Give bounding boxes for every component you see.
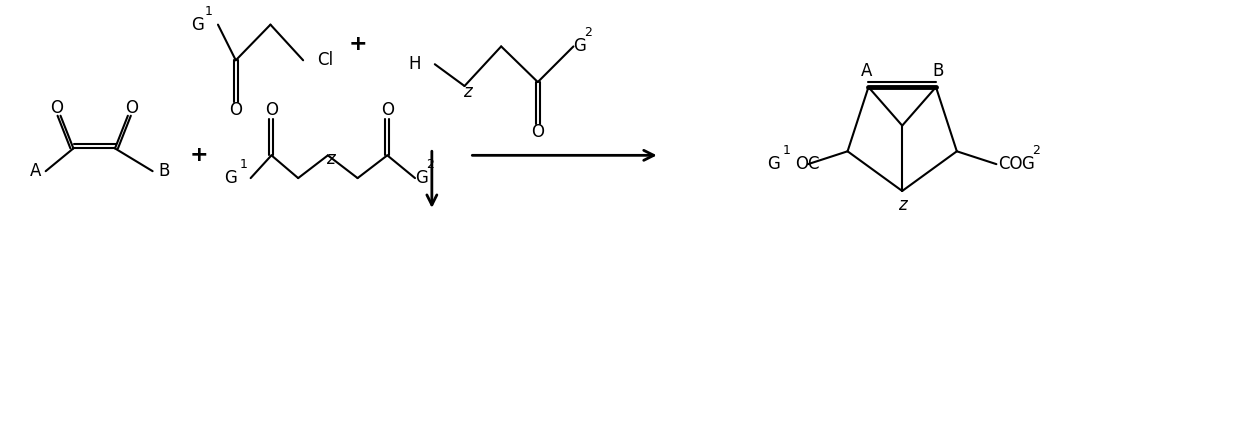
Text: B: B [932, 62, 944, 80]
Text: O: O [125, 99, 139, 117]
Text: 1: 1 [206, 5, 213, 18]
Text: B: B [159, 162, 170, 180]
Text: G: G [224, 169, 237, 187]
Text: G: G [767, 155, 781, 173]
Text: O: O [229, 101, 243, 119]
Text: O: O [380, 101, 394, 119]
Text: G: G [191, 16, 204, 34]
Text: 2: 2 [585, 26, 592, 39]
Text: z: z [327, 150, 336, 168]
Text: z: z [463, 83, 472, 101]
Text: O: O [265, 101, 278, 119]
Text: +: + [348, 35, 367, 54]
Text: G: G [1021, 155, 1035, 173]
Text: 2: 2 [1032, 144, 1040, 157]
Text: G: G [574, 38, 586, 55]
Text: z: z [898, 196, 907, 214]
Text: +: + [190, 145, 208, 165]
Text: 1: 1 [782, 144, 790, 157]
Text: 2: 2 [426, 158, 434, 171]
Text: O: O [532, 123, 544, 140]
Text: A: A [861, 62, 872, 80]
Text: H: H [409, 55, 421, 73]
Text: Cl: Cl [317, 51, 333, 69]
Text: CO: CO [999, 155, 1023, 173]
Text: G: G [415, 169, 427, 187]
Text: OC: OC [795, 155, 820, 173]
Text: A: A [30, 162, 41, 180]
Text: 1: 1 [240, 158, 248, 171]
Text: O: O [50, 99, 63, 117]
